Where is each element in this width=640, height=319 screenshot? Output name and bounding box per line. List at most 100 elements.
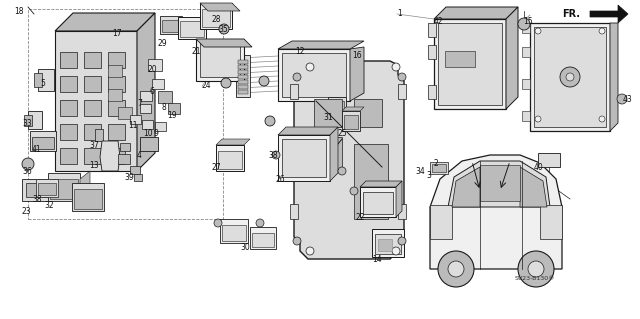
Text: 31: 31: [323, 113, 333, 122]
Bar: [522, 23, 530, 33]
Bar: [200, 43, 240, 77]
Bar: [38, 183, 56, 195]
Bar: [152, 79, 164, 89]
Bar: [428, 45, 436, 59]
Text: 5: 5: [40, 79, 45, 88]
Circle shape: [272, 151, 280, 159]
Bar: [534, 27, 606, 127]
Bar: [375, 234, 401, 254]
Bar: [282, 53, 346, 97]
Bar: [222, 225, 246, 241]
Polygon shape: [314, 137, 342, 169]
Bar: [428, 23, 436, 37]
Bar: [290, 84, 298, 99]
Circle shape: [306, 247, 314, 255]
Circle shape: [535, 116, 541, 122]
Bar: [522, 47, 530, 57]
Text: 10: 10: [143, 130, 152, 138]
Bar: [220, 219, 248, 243]
Bar: [22, 179, 52, 201]
Bar: [290, 204, 298, 219]
Bar: [134, 174, 142, 181]
Bar: [344, 115, 358, 129]
Bar: [38, 69, 54, 91]
Polygon shape: [430, 155, 562, 269]
Bar: [328, 97, 346, 117]
Text: 11: 11: [128, 122, 138, 130]
Bar: [108, 124, 125, 140]
Text: 43: 43: [623, 95, 633, 105]
Circle shape: [265, 116, 275, 126]
Bar: [162, 20, 180, 32]
Bar: [200, 3, 232, 29]
Polygon shape: [506, 7, 518, 109]
Polygon shape: [278, 127, 338, 135]
Bar: [434, 19, 506, 109]
Bar: [216, 145, 244, 171]
Polygon shape: [200, 3, 240, 11]
Bar: [50, 179, 78, 199]
Polygon shape: [396, 181, 402, 217]
Text: 29: 29: [157, 39, 166, 48]
Text: 20: 20: [148, 64, 157, 73]
Text: 15: 15: [523, 17, 532, 26]
Bar: [238, 80, 248, 84]
Circle shape: [448, 261, 464, 277]
Circle shape: [518, 18, 530, 30]
Polygon shape: [610, 23, 618, 131]
Bar: [480, 165, 520, 201]
Bar: [84, 100, 101, 116]
Text: 30: 30: [240, 243, 250, 253]
Bar: [24, 115, 32, 126]
Circle shape: [535, 28, 541, 34]
Text: 18: 18: [14, 6, 24, 16]
Text: 4: 4: [137, 151, 142, 160]
Bar: [342, 111, 360, 131]
Text: 3: 3: [426, 172, 431, 181]
Bar: [360, 187, 396, 217]
Polygon shape: [434, 7, 518, 19]
Circle shape: [214, 219, 222, 227]
Polygon shape: [278, 41, 364, 49]
Text: 14: 14: [372, 256, 381, 264]
Bar: [108, 52, 125, 68]
Bar: [238, 75, 248, 79]
Bar: [238, 65, 248, 69]
Bar: [158, 91, 172, 103]
Bar: [32, 137, 54, 149]
Circle shape: [528, 261, 544, 277]
Bar: [60, 148, 77, 164]
Text: FR.: FR.: [562, 9, 580, 19]
Circle shape: [22, 158, 34, 170]
Polygon shape: [452, 167, 480, 207]
Bar: [278, 49, 350, 101]
Bar: [252, 233, 274, 247]
Bar: [72, 183, 104, 211]
Circle shape: [350, 187, 358, 195]
Bar: [108, 65, 122, 77]
Text: 6: 6: [150, 86, 155, 95]
Bar: [84, 148, 101, 164]
Bar: [218, 151, 242, 169]
Bar: [140, 137, 158, 151]
Bar: [95, 129, 103, 141]
Text: 17: 17: [112, 29, 122, 39]
Bar: [398, 84, 406, 99]
Polygon shape: [330, 127, 338, 181]
Bar: [445, 51, 475, 67]
Polygon shape: [350, 47, 364, 101]
Text: 24: 24: [202, 81, 212, 91]
Bar: [540, 205, 562, 239]
Polygon shape: [216, 139, 250, 145]
Polygon shape: [100, 141, 120, 171]
Bar: [160, 16, 182, 34]
Circle shape: [566, 73, 574, 81]
Circle shape: [518, 251, 554, 287]
Circle shape: [221, 78, 231, 88]
Bar: [84, 124, 101, 140]
Bar: [74, 189, 102, 209]
Polygon shape: [80, 171, 90, 201]
Circle shape: [599, 116, 605, 122]
Bar: [202, 9, 230, 27]
Polygon shape: [55, 13, 155, 31]
